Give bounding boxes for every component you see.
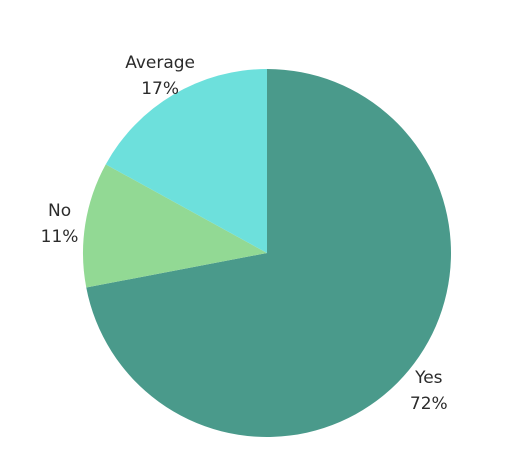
slice-percent-yes: 72% <box>410 394 448 414</box>
slice-label-yes: Yes <box>414 368 443 388</box>
slice-label-average: Average <box>125 53 195 73</box>
slice-label-no: No <box>48 201 71 221</box>
pie-slice-yes <box>86 69 452 438</box>
pie-slice-no <box>83 164 267 288</box>
slice-percent-average: 17% <box>141 79 179 99</box>
slice-percent-no: 11% <box>41 227 79 247</box>
pie-slice-average <box>105 69 267 253</box>
